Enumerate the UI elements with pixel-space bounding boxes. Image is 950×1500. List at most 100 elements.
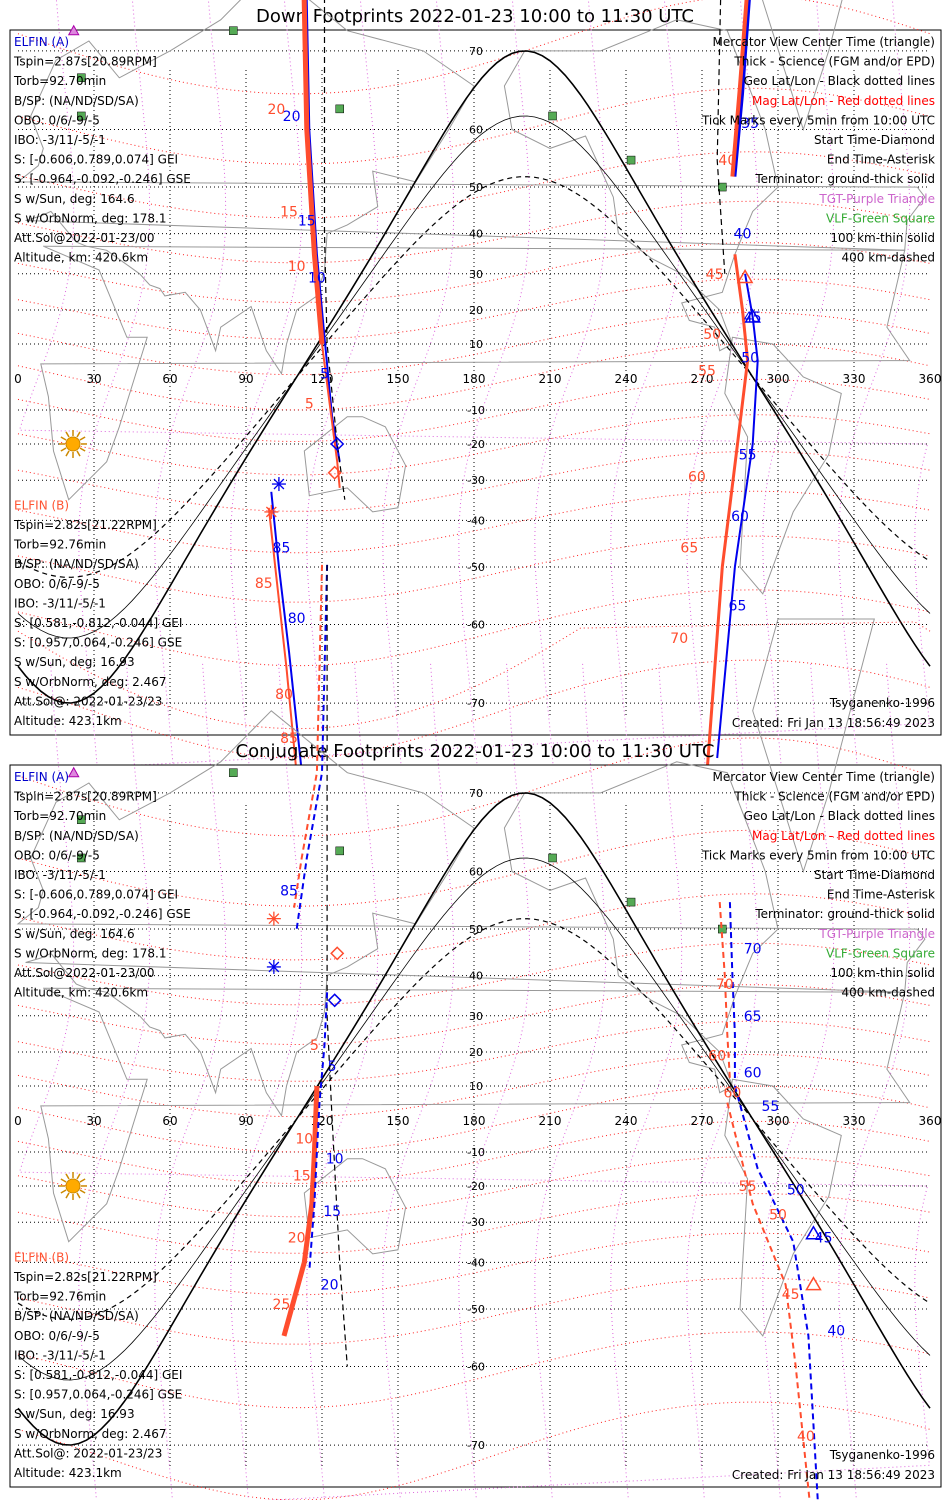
- mag-parallel: [17, 414, 931, 476]
- lat-tick-label: -40: [467, 514, 485, 527]
- spacecraft-b-param: S: [0.957,0.064,-0.246] GSE: [14, 1388, 182, 1402]
- lat-tick-label: -50: [467, 561, 485, 574]
- legend-entry: Mag Lat/Lon - Red dotted lines: [752, 829, 935, 843]
- spacecraft-b-param: OBO: 0/6/-9/-5: [14, 577, 100, 591]
- legend-entry: TGT-Purple Triangle: [818, 927, 935, 941]
- continent-outline: [503, 19, 779, 352]
- continent-outline: [724, 1078, 842, 1337]
- legend-entry: Start Time-Diamond: [814, 868, 935, 882]
- track-tick-label: 60: [688, 469, 706, 485]
- mag-meridian: [838, 661, 911, 1500]
- track-tick-label: 55: [739, 1179, 757, 1195]
- sun-ray: [76, 1173, 81, 1180]
- panel-down: Down Footprints 2022-01-23 10:00 to 11:3…: [9, 0, 942, 801]
- spacecraft-b-param: S w/OrbNorm, deg: 2.467: [14, 1427, 166, 1441]
- map-frame: [9, 764, 942, 1488]
- track-tick-label: 60: [744, 1066, 762, 1082]
- mag-parallel: [17, 1156, 931, 1218]
- track-tick-label: 40: [734, 227, 752, 243]
- lon-tick-label: 270: [691, 1114, 714, 1128]
- lon-tick-label: 210: [539, 372, 562, 386]
- track-tick-label: 20: [288, 1231, 306, 1247]
- track-tick-label: 55: [698, 363, 716, 379]
- terminator-400km: [17, 918, 931, 1320]
- track-tick-label: 40: [827, 1323, 845, 1339]
- track-tick-label: 85: [280, 731, 298, 747]
- map-frame: [9, 29, 942, 736]
- tgt-triangle: [67, 766, 80, 778]
- mag-meridian: [382, 661, 455, 1500]
- track-tick-label: 80: [288, 611, 306, 627]
- track-tick-label: 85: [273, 540, 291, 556]
- mag-meridian: [458, 661, 531, 1500]
- lon-tick-label: 270: [691, 372, 714, 386]
- spacecraft-b-param: Att.Sol@: 2022-01-23/23: [14, 694, 162, 708]
- mag-parallel: [17, 1331, 931, 1409]
- legend-entry: Thick - Science (FGM and/or EPD): [733, 790, 935, 804]
- legend-entry: TGT-Purple Triangle: [818, 192, 935, 206]
- spacecraft-a-param: S: [-0.606,0.789,0.074] GEI: [14, 888, 178, 902]
- lat-tick-label: 30: [469, 268, 483, 281]
- track-tick-label: 45: [815, 1231, 833, 1247]
- mag-meridian: [78, 0, 151, 772]
- track-tick-label: 80: [275, 687, 293, 703]
- lat-tick-label: 20: [469, 1046, 483, 1059]
- lon-tick-label: 60: [162, 1114, 177, 1128]
- lon-tick-label: 30: [86, 1114, 101, 1128]
- spacecraft-a-param: Tspin=2.87s[20.89RPM]: [13, 55, 157, 69]
- lon-tick-label: 330: [843, 1114, 866, 1128]
- track-tick-label: 60: [723, 1086, 741, 1102]
- vlf-marker: [229, 26, 238, 35]
- continent-outline: [303, 416, 407, 513]
- spacecraft-b-param: B/SP: (NA/ND/SD/SA): [14, 557, 139, 571]
- vlf-marker: [626, 897, 636, 907]
- lon-tick-label: 0: [14, 372, 22, 386]
- track-tick-label: 20: [267, 102, 285, 118]
- sun-ray: [79, 447, 86, 452]
- track-tick-label: 5: [305, 396, 314, 412]
- mag-meridian: [230, 0, 303, 772]
- spacecraft-b-param: B/SP: (NA/ND/SD/SA): [14, 1309, 139, 1323]
- lat-tick-label: -30: [467, 474, 485, 487]
- vlf-marker: [335, 846, 344, 856]
- legend-entry: Mercator View Center Time (triangle): [713, 770, 935, 784]
- track-b-east: [730, 0, 749, 177]
- terminator-ground: [17, 50, 931, 704]
- spacecraft-b-name: ELFIN (B): [14, 1250, 69, 1264]
- start-diamond: [330, 946, 345, 961]
- spacecraft-b-name: ELFIN (B): [14, 498, 69, 512]
- vlf-marker: [718, 182, 727, 192]
- info-panel: ELFIN (A) Tspin=2.87s[20.89RPM] Torb=92.70…: [13, 35, 935, 730]
- lat-tick-label: -30: [467, 1216, 485, 1229]
- lat-tick-label: -70: [467, 697, 485, 710]
- track-a-east: [728, 902, 736, 1080]
- lat-tick-label: 60: [469, 866, 483, 879]
- track-tick-label: 15: [323, 1204, 341, 1220]
- spacecraft-a-param: B/SP: (NA/ND/SD/SA): [14, 829, 139, 843]
- track-tick-label: 10: [308, 271, 326, 287]
- lat-tick-label: -10: [467, 404, 485, 417]
- lat-tick-label: -50: [467, 1303, 485, 1316]
- track-east-dashed: [716, 0, 726, 274]
- spacecraft-b-param: Altitude: 423.1km: [14, 1466, 122, 1480]
- lon-tick-label: 210: [539, 1114, 562, 1128]
- end-asterisk: [273, 478, 285, 490]
- vlf-marker: [77, 111, 86, 121]
- lon-tick-label: 240: [615, 1114, 638, 1128]
- spacecraft-b-param: S: [0.957,0.064,-0.246] GSE: [14, 636, 182, 650]
- continent-outline: [40, 245, 911, 501]
- mag-meridian: [610, 0, 683, 772]
- legend-entry: Tick Marks every 5min from 10:00 UTC: [701, 113, 935, 127]
- view-center-triangle: [805, 1276, 822, 1291]
- spacecraft-b-param: Tspin=2.82s[21.22RPM]: [13, 1270, 157, 1284]
- mag-meridian: [762, 661, 835, 1500]
- legend-entry: Mercator View Center Time (triangle): [713, 35, 935, 49]
- vlf-marker: [626, 155, 636, 165]
- vlf-marker: [335, 104, 344, 114]
- sun-ray: [60, 436, 67, 441]
- mag-parallel: [17, 589, 931, 667]
- sun-ray: [79, 1189, 86, 1194]
- track-tick-label: 20: [321, 1278, 339, 1294]
- terminator-100km: [17, 115, 931, 639]
- spacecraft-a-param: Torb=92.70min: [13, 74, 106, 88]
